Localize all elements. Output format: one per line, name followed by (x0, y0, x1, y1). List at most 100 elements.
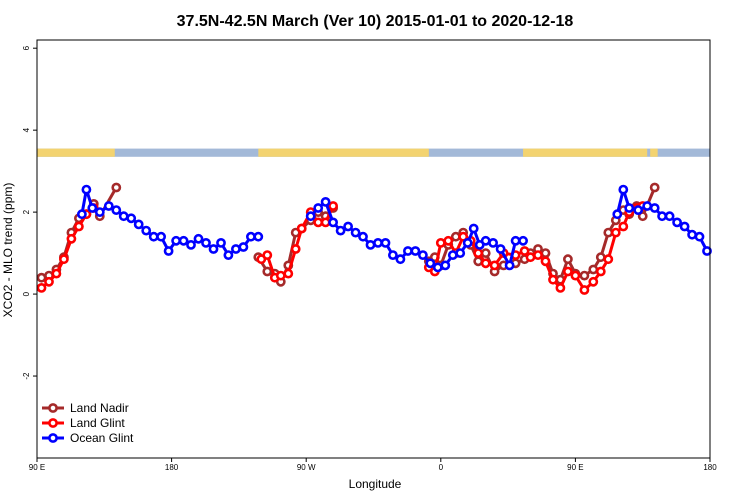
y-tick-label: 0 (22, 291, 31, 296)
data-point-ocean-glint (77, 209, 87, 220)
data-point-ocean-glint (425, 258, 436, 269)
data-point-land-nadir (480, 248, 491, 258)
data-point-ocean-glint (208, 244, 219, 254)
y-axis: -2 0 2 4 6 (22, 45, 37, 380)
y-tick-label: 4 (22, 127, 31, 132)
data-point-ocean-glint (380, 237, 391, 248)
data-point-ocean-glint (495, 244, 506, 254)
data-point-land-glint (435, 237, 446, 248)
data-point-ocean-glint (624, 203, 635, 213)
data-point-ocean-glint (373, 237, 383, 248)
x-axis-label: Longitude (349, 477, 402, 491)
data-point-land-glint (525, 252, 536, 263)
data-point-land-glint (533, 250, 543, 260)
data-point-ocean-glint (387, 250, 398, 260)
data-point-ocean-glint (410, 246, 421, 256)
chart-title: 37.5N-42.5N March (Ver 10) 2015-01-01 to… (177, 13, 574, 30)
legend-entry-ocean-glint: Ocean Glint (42, 431, 134, 445)
data-point-land-glint (579, 285, 590, 295)
data-point-ocean-glint (335, 225, 346, 236)
data-point-ocean-glint (365, 239, 376, 250)
data-point-ocean-glint (350, 227, 361, 238)
series-line-land-nadir (41, 186, 118, 280)
data-point-land-glint (275, 270, 286, 281)
data-point-land-nadir (649, 182, 660, 193)
x-tick-label: 90 W (297, 463, 316, 472)
land-ocean-strip (37, 148, 710, 157)
data-point-land-glint (36, 282, 47, 293)
data-point-ocean-glint (118, 211, 129, 222)
data-point-land-glint (480, 258, 491, 269)
data-point-ocean-glint (488, 237, 498, 248)
data-point-ocean-glint (305, 211, 316, 222)
legend-label: Land Nadir (70, 401, 129, 415)
data-point-ocean-glint (612, 209, 623, 220)
data-point-ocean-glint (81, 184, 92, 195)
data-point-land-glint (563, 266, 573, 277)
data-point-ocean-glint (313, 203, 324, 213)
data-point-ocean-glint (694, 231, 705, 242)
legend-swatch-marker (48, 433, 58, 443)
data-point-land-glint (595, 266, 606, 277)
data-point-ocean-glint (343, 221, 353, 232)
data-point-ocean-glint (679, 221, 690, 232)
data-point-ocean-glint (664, 211, 675, 222)
land-band (37, 148, 115, 157)
data-point-land-glint (44, 276, 54, 287)
data-point-ocean-glint (402, 246, 413, 256)
series-layer (36, 182, 712, 295)
x-tick-label: 180 (703, 463, 717, 472)
x-tick-label: 0 (439, 463, 444, 472)
data-point-ocean-glint (649, 203, 660, 213)
y-tick-label: 2 (22, 209, 31, 214)
data-point-land-nadir (563, 254, 573, 265)
data-point-land-glint (458, 231, 469, 242)
data-point-land-nadir (595, 252, 606, 263)
land-band (258, 148, 429, 157)
data-point-land-glint (610, 227, 621, 238)
data-point-ocean-glint (238, 242, 249, 252)
y-tick-label: -2 (22, 372, 31, 380)
y-axis-label: XCO2 - MLO trend (ppm) (1, 183, 15, 318)
data-point-ocean-glint (133, 219, 144, 230)
data-point-land-glint (540, 256, 551, 267)
data-point-land-glint (548, 274, 558, 285)
data-point-ocean-glint (186, 239, 196, 250)
data-point-land-glint (570, 270, 581, 281)
data-point-ocean-glint (163, 246, 174, 256)
data-point-land-nadir (540, 248, 551, 258)
data-point-land-nadir (603, 227, 614, 238)
data-point-ocean-glint (328, 217, 338, 228)
data-point-ocean-glint (462, 237, 473, 248)
data-point-land-nadir (637, 211, 648, 222)
data-point-ocean-glint (440, 260, 451, 271)
data-point-land-glint (618, 221, 629, 232)
data-point-land-glint (519, 246, 530, 256)
data-point-ocean-glint (687, 229, 697, 240)
data-point-ocean-glint (510, 235, 521, 246)
data-point-ocean-glint (223, 250, 234, 260)
data-point-land-glint (473, 248, 484, 258)
data-point-ocean-glint (417, 250, 428, 260)
data-point-land-glint (74, 221, 84, 232)
data-point-land-glint (296, 223, 307, 234)
data-point-ocean-glint (201, 237, 211, 248)
data-point-land-glint (328, 201, 338, 211)
legend-swatch-marker (48, 418, 58, 428)
data-point-ocean-glint (504, 260, 515, 271)
x-tick-label: 180 (165, 463, 179, 472)
data-point-land-glint (66, 233, 77, 244)
data-point-land-glint (59, 254, 69, 265)
land-band (650, 148, 658, 157)
data-point-ocean-glint (657, 211, 667, 222)
data-point-ocean-glint (618, 184, 629, 195)
data-point-land-glint (290, 244, 301, 254)
data-point-ocean-glint (702, 246, 712, 256)
data-point-land-nadir (579, 270, 590, 281)
data-point-ocean-glint (156, 231, 166, 242)
data-point-land-nadir (262, 266, 273, 277)
data-point-land-glint (603, 254, 614, 265)
legend-entry-land-nadir: Land Nadir (42, 401, 129, 415)
data-point-ocean-glint (358, 231, 368, 242)
